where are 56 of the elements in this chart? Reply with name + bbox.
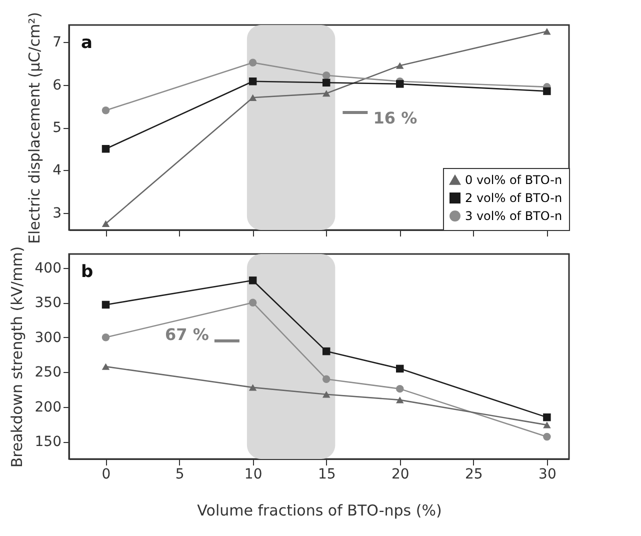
legend-label: 2 vol% of BTO-n [465, 191, 562, 205]
x-tick-label: 20 [391, 466, 410, 482]
x-tick-label: 0 [102, 466, 111, 482]
y-tick-label: 150 [34, 434, 62, 450]
point [322, 72, 330, 80]
point [543, 432, 551, 441]
point [543, 422, 551, 428]
y-tick-label: 3 [52, 205, 62, 222]
point [543, 87, 551, 96]
point [248, 78, 257, 86]
x-tick-label: 10 [244, 466, 262, 482]
x-tick-label: 15 [318, 466, 336, 482]
point [102, 334, 110, 342]
x-tick-label: 30 [538, 466, 556, 482]
legend-label: 3 vol% of BTO-n [465, 209, 562, 223]
point [248, 58, 257, 66]
point [396, 384, 404, 393]
point [322, 375, 330, 383]
point [102, 363, 110, 370]
annotation: b [81, 262, 94, 282]
annotation: a [81, 33, 92, 53]
annotation: 16 % [373, 108, 418, 128]
point [543, 413, 551, 422]
y-tick-label: 7 [52, 34, 62, 51]
point [102, 106, 110, 114]
y-tick-label: 4 [52, 162, 62, 179]
y-tick-label: 350 [34, 295, 62, 312]
legend-label: 0 vol% of BTO-n [465, 173, 562, 187]
y-tick-label: 5 [52, 120, 62, 136]
x-axis-title: Volume fractions of BTO-nps (%) [197, 502, 442, 520]
point [322, 90, 330, 97]
point [322, 78, 330, 87]
x-tick-label: 5 [175, 466, 184, 482]
y-axis-title: Breakdown strength (kV/mm) [8, 246, 26, 468]
x-tick-label: 25 [465, 466, 483, 482]
point [543, 28, 551, 35]
y-tick-label: 6 [52, 77, 62, 94]
point [248, 384, 257, 391]
point [248, 298, 257, 307]
y-tick-label: 300 [34, 330, 62, 346]
point [102, 220, 110, 227]
y-tick-label: 400 [34, 260, 62, 276]
point [396, 364, 404, 373]
point [102, 144, 110, 153]
point [322, 391, 330, 398]
annotation: 67 % [165, 324, 209, 344]
point [396, 62, 404, 69]
point [248, 276, 257, 284]
point [102, 300, 110, 309]
point [248, 94, 257, 101]
point [322, 347, 330, 356]
y-axis-title: Electric displacement (μC/cm²) [26, 12, 44, 244]
point [396, 80, 404, 88]
y-tick-label: 200 [34, 399, 62, 416]
point [396, 396, 404, 404]
y-tick-label: 250 [34, 364, 62, 381]
